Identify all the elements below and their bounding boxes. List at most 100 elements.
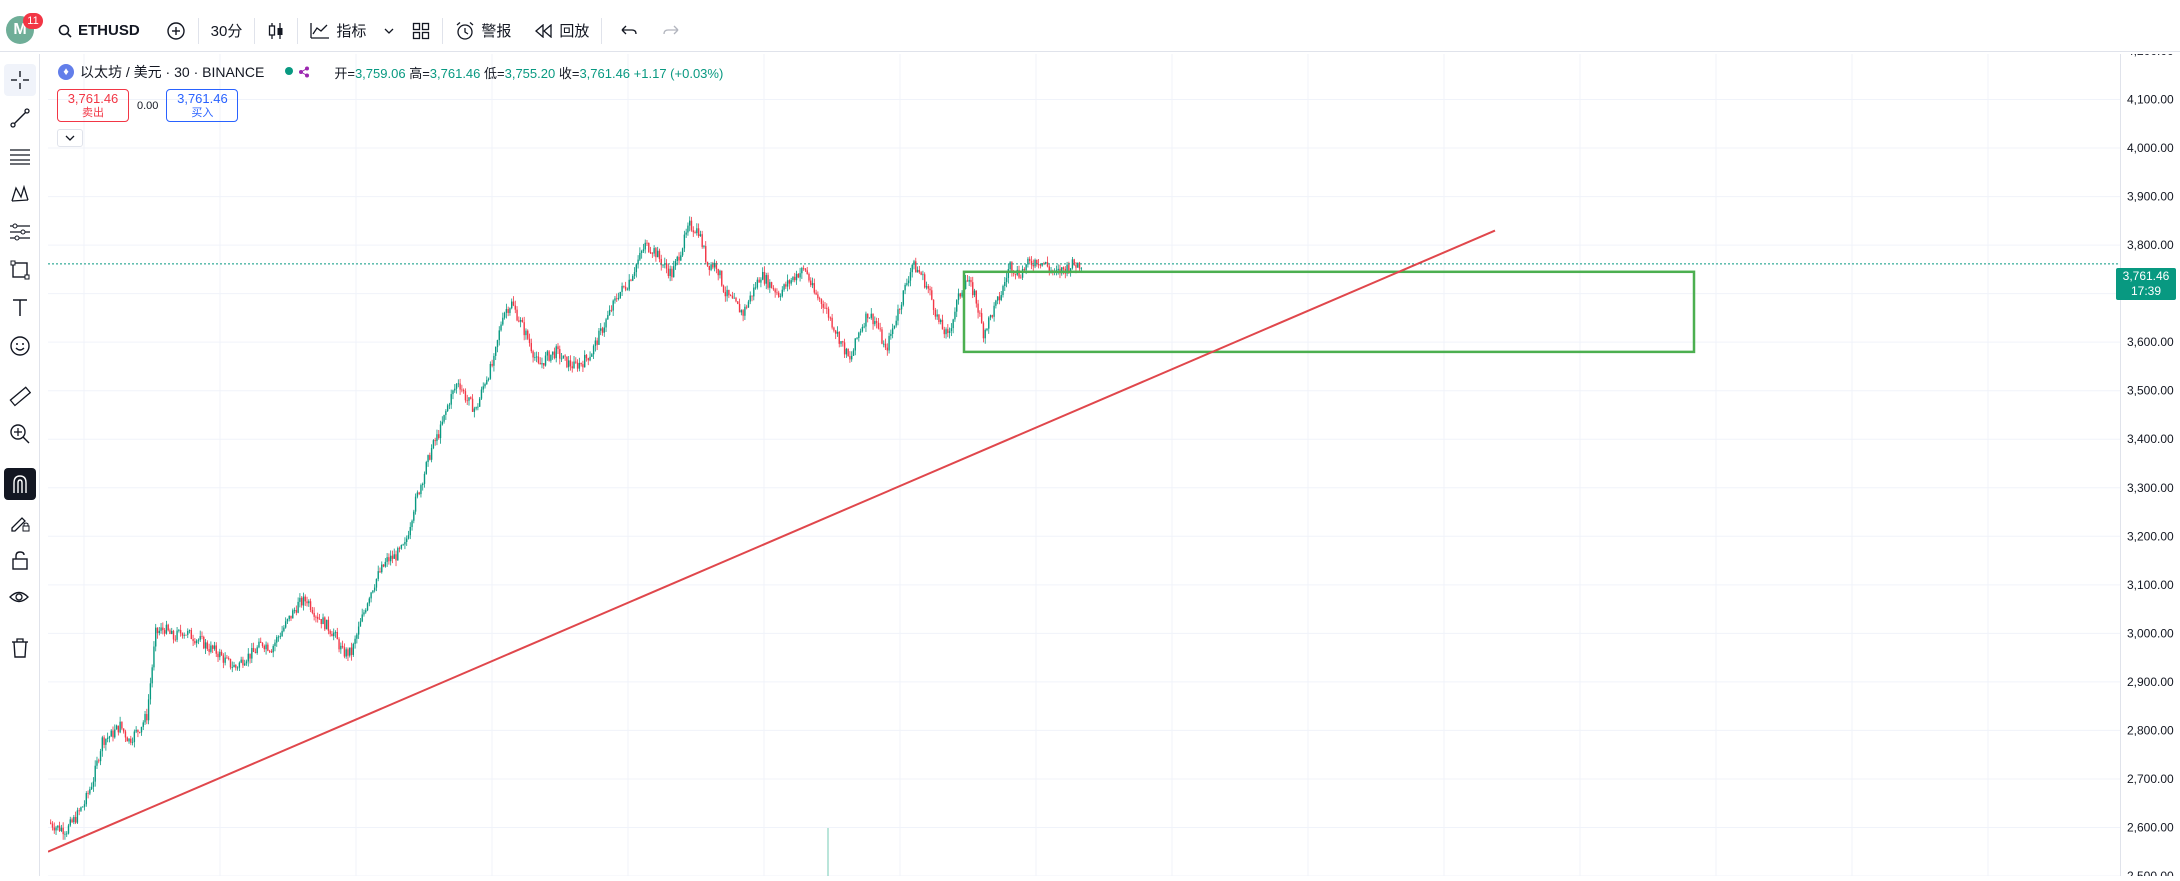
open-value: 3,759.06: [354, 65, 406, 81]
candle-body: [948, 331, 951, 334]
hide-drawings-tool[interactable]: [4, 582, 36, 614]
candle-body: [810, 280, 812, 286]
candle-body: [934, 310, 937, 317]
candle-body: [870, 313, 872, 318]
candle-body: [783, 284, 785, 290]
candle-body: [352, 643, 354, 655]
price-axis[interactable]: 4,200.00 4,100.00 4,000.00 3,900.00 3,800.00…: [2120, 44, 2180, 881]
candle-body: [922, 274, 924, 276]
alert-button[interactable]: 警报: [443, 10, 523, 51]
candle-body: [454, 388, 456, 391]
candle-body: [1014, 273, 1017, 275]
candle-body: [713, 262, 716, 268]
candle-body: [1077, 262, 1079, 268]
legend-title[interactable]: 以太坊 / 美元 · 30 · BINANCE: [80, 64, 265, 80]
candle-body: [680, 255, 682, 261]
projection-icon: [10, 223, 30, 241]
candle-body: [340, 645, 342, 650]
crosshair-tool[interactable]: [4, 64, 36, 96]
magnet-tool[interactable]: [4, 468, 36, 500]
candle-body: [724, 291, 727, 297]
candle-body: [772, 288, 775, 290]
indicators-dropdown[interactable]: [378, 10, 400, 51]
candle-body: [525, 330, 527, 336]
chart-type-button[interactable]: [255, 10, 297, 51]
candle-body: [555, 346, 557, 359]
text-tool[interactable]: [4, 292, 36, 324]
candle-body: [89, 789, 91, 794]
legend-status: [284, 66, 310, 78]
candle-body: [995, 300, 997, 306]
buy-button[interactable]: 3,761.46 买入: [166, 89, 239, 122]
emoji-tool[interactable]: [4, 330, 36, 362]
candle-body: [272, 646, 274, 653]
candle-body: [673, 266, 675, 278]
candle-body: [940, 319, 942, 322]
indicators-button[interactable]: 指标: [298, 10, 378, 51]
divider: [601, 17, 603, 44]
candle-body: [550, 354, 552, 361]
remove-drawings-tool[interactable]: [4, 632, 36, 664]
candle-body: [644, 242, 646, 250]
candle-body: [776, 292, 778, 294]
price-axis-ticks: 4,200.00 4,100.00 4,000.00 3,900.00 3,800.00…: [2127, 44, 2174, 881]
compare-symbol-button[interactable]: [154, 10, 198, 51]
candle-body: [206, 642, 209, 650]
trendline-icon: [10, 108, 30, 128]
candle-body: [719, 270, 721, 276]
candle-body: [559, 349, 561, 359]
crosshair-icon: [11, 71, 29, 89]
trendline-tool[interactable]: [4, 102, 36, 134]
candle-body: [836, 331, 839, 334]
candle-body: [877, 322, 880, 329]
candle-body: [749, 295, 751, 302]
zoom-tool[interactable]: [4, 418, 36, 450]
candle-body: [799, 273, 801, 278]
legend-collapse-button[interactable]: [57, 129, 83, 147]
candle-body: [619, 291, 621, 298]
candle-body: [710, 264, 712, 270]
candle-body: [950, 328, 953, 332]
interval-button[interactable]: 30分: [199, 10, 255, 51]
candle-body: [505, 309, 508, 313]
layouts-button[interactable]: [400, 10, 442, 51]
candle-body: [57, 825, 59, 828]
symbol-search-button[interactable]: ETHUSD: [58, 22, 140, 39]
price-chart[interactable]: [48, 54, 2120, 876]
candle-body: [293, 610, 296, 611]
stay-in-drawing-tool[interactable]: [4, 506, 36, 538]
redo-button[interactable]: [650, 10, 692, 51]
candle-body: [904, 284, 906, 291]
replay-button[interactable]: 回放: [523, 10, 601, 51]
candle-body: [598, 330, 600, 345]
candle-body: [560, 358, 563, 360]
pattern-tool[interactable]: [4, 178, 36, 210]
candle-body: [397, 548, 399, 561]
candle-body: [847, 348, 849, 357]
candle-body: [343, 647, 346, 657]
candle-body: [1005, 277, 1008, 282]
sell-button[interactable]: 3,761.46 卖出: [57, 89, 129, 122]
candle-body: [1061, 267, 1063, 274]
candle-body: [701, 234, 703, 247]
candle-body: [982, 323, 985, 339]
price-tick-label: 4,200.00: [2127, 54, 2174, 58]
candle-body: [171, 630, 173, 635]
candle-body: [357, 626, 360, 635]
shape-tool[interactable]: [4, 254, 36, 286]
candle-body: [114, 729, 116, 738]
candle-body: [302, 596, 305, 606]
candle-body: [188, 630, 191, 632]
lock-drawings-tool[interactable]: [4, 544, 36, 576]
projection-tool[interactable]: [4, 216, 36, 248]
candle-body: [203, 636, 205, 649]
candle-body: [228, 658, 230, 660]
undo-button[interactable]: [608, 10, 650, 51]
divider: [254, 17, 256, 44]
candle-body: [646, 242, 648, 244]
measure-tool[interactable]: [4, 380, 36, 412]
candle-body: [1027, 258, 1029, 265]
drawing-toolbar: [0, 54, 40, 876]
spread-value: 0.00: [137, 99, 159, 112]
fib-tool[interactable]: [4, 140, 36, 172]
